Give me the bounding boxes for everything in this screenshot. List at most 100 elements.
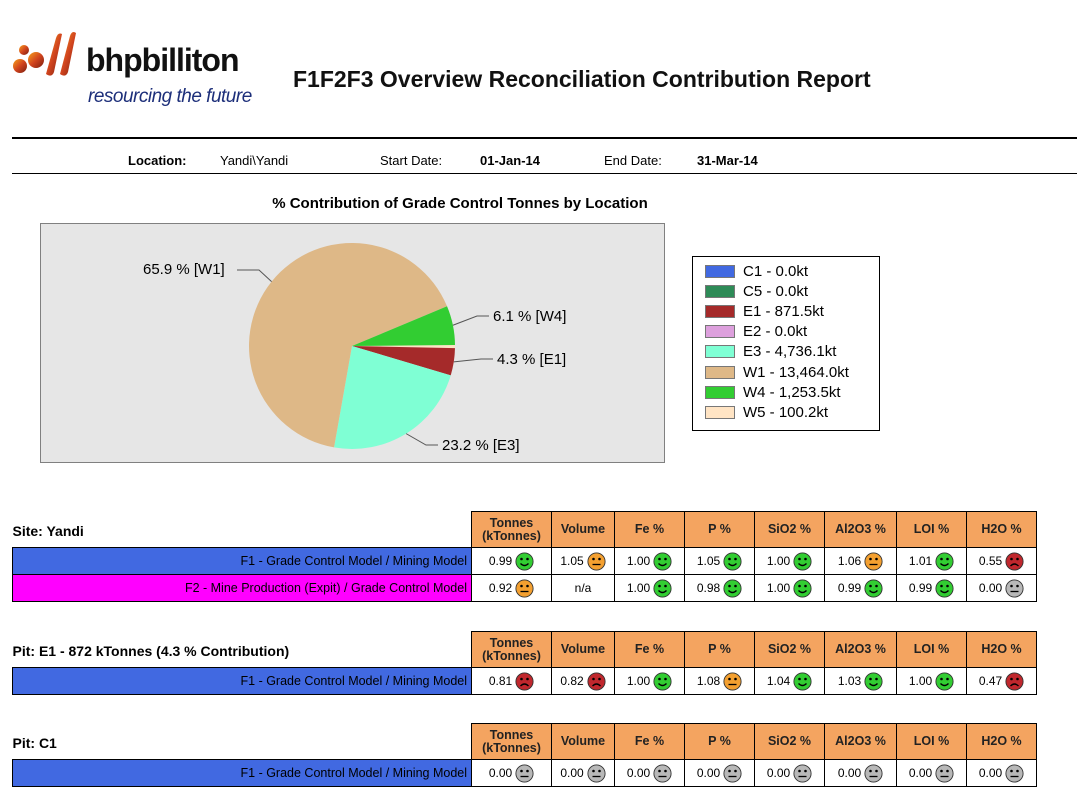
pie-slice-e3 [334, 346, 451, 449]
metric-value: 0.00 [488, 766, 513, 780]
column-header: Fe % [614, 723, 685, 760]
data-label-e3: 23.2 % [E3] [442, 437, 520, 454]
metric-value: 1.06 [837, 554, 862, 568]
pie-slice-w5 [352, 344, 455, 349]
metric-cell: 0.98 [684, 574, 755, 602]
location-value: Yandi\Yandi [220, 153, 289, 168]
legend-label: W5 - 100.2kt [743, 403, 829, 421]
legend-label: C5 - 0.0kt [743, 282, 809, 300]
column-header: Tonnes (kTonnes) [471, 631, 552, 668]
metric-value: 0.00 [908, 766, 933, 780]
metric-cell: n/a [551, 574, 615, 602]
metric-value: 0.00 [766, 766, 791, 780]
metric-value: 1.05 [696, 554, 721, 568]
legend-label: W4 - 1,253.5kt [743, 383, 841, 401]
smiley-na-icon [653, 763, 672, 783]
column-header: Tonnes (kTonnes) [471, 723, 552, 760]
legend-item-e2: E2 - 0.0kt [705, 322, 879, 342]
metric-cell: 1.00 [754, 574, 825, 602]
metric-value: n/a [574, 581, 592, 595]
smiley-neutral-icon [864, 551, 883, 571]
metric-value: 1.00 [766, 554, 791, 568]
metric-value: 0.00 [560, 766, 584, 780]
table-row: F2 - Mine Production (Expit) / Grade Con… [12, 574, 1037, 602]
metric-cell: 0.99 [471, 547, 552, 575]
column-header: SiO2 % [754, 511, 825, 548]
smiley-na-icon [587, 763, 606, 783]
data-label-w4: 6.1 % [W4] [493, 308, 566, 325]
smiley-na-icon [793, 763, 812, 783]
metric-cell: 0.47 [966, 667, 1037, 695]
report-title: F1F2F3 Overview Reconciliation Contribut… [293, 66, 871, 92]
column-header: H2O % [966, 631, 1037, 668]
metric-value: 1.01 [908, 554, 933, 568]
smiley-good-icon [653, 578, 672, 598]
chart-legend: C1 - 0.0kt C5 - 0.0kt E1 - 871.5kt E2 - 0.0… [692, 256, 880, 431]
brand-name: bhpbilliton [86, 42, 239, 78]
leader-line-w4 [452, 315, 489, 326]
table-header-row: Site: Yandi Tonnes (kTonnes) Volume Fe % P %… [12, 511, 1037, 548]
metric-value: 1.03 [837, 674, 862, 688]
metric-value: 1.04 [766, 674, 791, 688]
smiley-good-icon [793, 551, 812, 571]
section-title: Pit: E1 - 872 kTonnes (4.3 % Contributio… [12, 643, 290, 659]
start-date-label: Start Date: [380, 153, 443, 168]
smiley-good-icon [515, 551, 534, 571]
section-title: Pit: C1 [12, 735, 57, 751]
smiley-good-icon [935, 671, 954, 691]
smiley-good-icon [864, 671, 883, 691]
metric-cell: 0.00 [614, 759, 685, 787]
pie-slice-w1 [249, 242, 448, 448]
legend-label: E2 - 0.0kt [743, 323, 808, 341]
metric-cell: 0.00 [684, 759, 755, 787]
smiley-neutral-icon [723, 671, 742, 691]
metric-cell: 0.99 [896, 574, 967, 602]
smiley-good-icon [935, 578, 954, 598]
metric-cell: 1.00 [896, 667, 967, 695]
metric-cell: 1.03 [824, 667, 897, 695]
info-divider [12, 173, 1077, 174]
metric-value: 1.05 [560, 554, 584, 568]
section-title: Site: Yandi [12, 523, 84, 539]
legend-label: E3 - 4,736.1kt [743, 343, 837, 361]
metric-cell: 0.00 [966, 759, 1037, 787]
smiley-good-icon [793, 578, 812, 598]
metric-cell: 1.05 [551, 547, 615, 575]
smiley-good-icon [723, 578, 742, 598]
smiley-na-icon [1005, 578, 1024, 598]
reconciliation-table: Pit: E1 - 872 kTonnes (4.3 % Contributio… [12, 631, 1037, 695]
column-header: P % [684, 723, 755, 760]
column-header: Volume [551, 511, 615, 548]
metric-cell: 0.82 [551, 667, 615, 695]
smiley-bad-icon [1005, 671, 1024, 691]
metric-value: 0.98 [696, 581, 721, 595]
legend-item-e3: E3 - 4,736.1kt [705, 342, 879, 362]
metric-cell: 1.08 [684, 667, 755, 695]
metric-cell: 0.00 [966, 574, 1037, 602]
metric-cell: 1.00 [614, 547, 685, 575]
smiley-bad-icon [515, 671, 534, 691]
smiley-good-icon [653, 551, 672, 571]
legend-item-w5: W5 - 100.2kt [705, 402, 879, 422]
table-header-row: Pit: E1 - 872 kTonnes (4.3 % Contributio… [12, 631, 1037, 668]
legend-item-c5: C5 - 0.0kt [705, 281, 879, 301]
metric-cell: 1.05 [684, 547, 755, 575]
legend-item-w1: W1 - 13,464.0kt [705, 362, 879, 382]
column-header: Al2O3 % [824, 511, 897, 548]
legend-swatch [705, 405, 735, 419]
metric-cell: 0.00 [896, 759, 967, 787]
metric-value: 1.08 [696, 674, 721, 688]
smiley-na-icon [864, 763, 883, 783]
legend-swatch [705, 345, 735, 359]
row-label: F2 - Mine Production (Expit) / Grade Con… [12, 574, 472, 602]
brand-tagline: resourcing the future [88, 86, 252, 107]
smiley-good-icon [935, 551, 954, 571]
end-date-value: 31-Mar-14 [697, 153, 758, 168]
metric-value: 0.00 [626, 766, 651, 780]
data-label-w1: 65.9 % [W1] [143, 261, 225, 278]
column-header: Volume [551, 723, 615, 760]
metric-value: 1.00 [766, 581, 791, 595]
legend-swatch [705, 385, 735, 399]
metric-cell: 1.00 [614, 574, 685, 602]
column-header-text: Tonnes (kTonnes) [482, 515, 541, 543]
